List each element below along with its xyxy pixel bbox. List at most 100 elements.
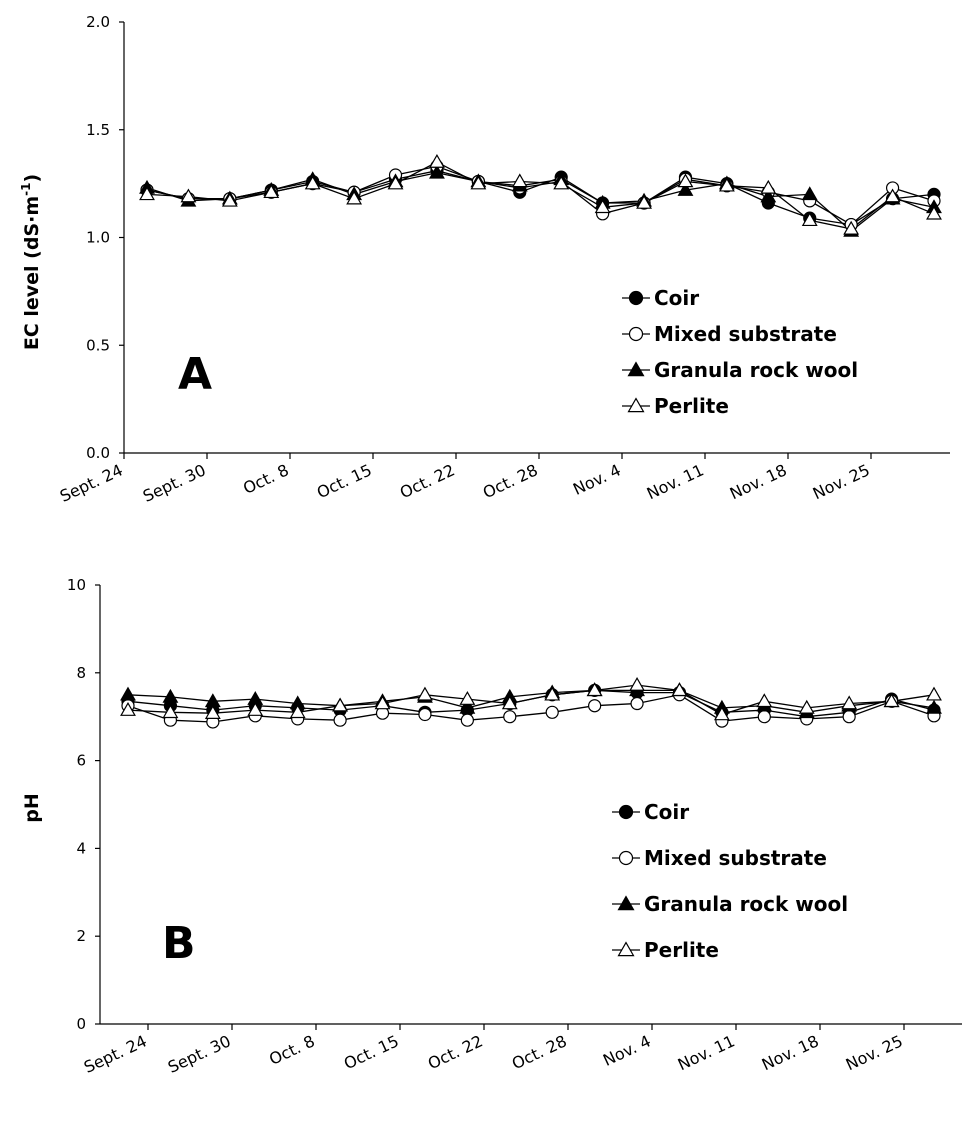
y-axis-label: pH xyxy=(21,793,43,823)
legend: Coir Mixed substrate Granula rock wool Perl… xyxy=(612,800,848,962)
x-tick-label: Oct. 15 xyxy=(314,460,375,502)
data-point xyxy=(677,173,694,188)
data-point xyxy=(180,188,197,203)
data-point xyxy=(798,699,815,714)
y-tick-label: 0.5 xyxy=(86,336,110,354)
data-point xyxy=(221,192,238,207)
x-tick-label: Nov. 4 xyxy=(600,1031,654,1069)
data-point xyxy=(926,205,942,220)
data-point xyxy=(247,702,264,716)
data-point xyxy=(120,686,136,701)
data-point xyxy=(511,173,528,188)
legend-label: Coir xyxy=(654,286,699,310)
x-tick-label: Nov. 25 xyxy=(810,460,873,503)
data-point xyxy=(501,695,518,710)
data-point xyxy=(418,707,432,722)
y-tick-label: 1.0 xyxy=(86,229,110,247)
y-tick-label: 4 xyxy=(76,839,86,857)
y-tick-label: 2.0 xyxy=(86,13,110,31)
y-tick-label: 2 xyxy=(76,927,86,945)
y-tick-label: 10 xyxy=(67,576,86,594)
data-point xyxy=(346,190,363,205)
legend-label: Mixed substrate xyxy=(644,846,827,870)
data-point xyxy=(417,686,433,701)
data-point xyxy=(926,699,942,714)
x-tick-label: Oct. 22 xyxy=(425,1031,486,1073)
data-point xyxy=(757,710,771,724)
data-point xyxy=(120,702,136,716)
data-point xyxy=(841,695,858,710)
data-point xyxy=(713,706,730,721)
x-tick-label: Sept. 24 xyxy=(57,460,126,506)
data-point xyxy=(544,686,561,701)
data-point xyxy=(289,704,306,719)
data-point xyxy=(843,220,860,235)
y-tick-label: 8 xyxy=(76,664,86,682)
data-point xyxy=(304,175,321,190)
x-tick-label: Nov. 18 xyxy=(759,1031,822,1074)
x-tick-label: Oct. 28 xyxy=(509,1031,570,1073)
data-point xyxy=(801,186,818,201)
y-tick-labels: 0.0 0.5 1.0 1.5 2.0 xyxy=(86,13,124,462)
series-line-granula-rock-wool xyxy=(127,689,935,713)
data-point xyxy=(671,682,688,697)
series-lines xyxy=(139,153,942,237)
y-tick-label: 0 xyxy=(76,1015,86,1033)
legend-label: Coir xyxy=(644,800,689,824)
legend-marker xyxy=(617,941,635,957)
data-point xyxy=(470,175,487,190)
data-point xyxy=(842,710,856,724)
series-points-perlite xyxy=(139,153,942,235)
y-tick-labels: 0 2 4 6 8 10 xyxy=(67,576,100,1033)
legend-label: Mixed substrate xyxy=(654,322,837,346)
data-point xyxy=(204,705,221,719)
series-line-perlite xyxy=(146,161,935,230)
data-point xyxy=(429,164,445,179)
data-point xyxy=(636,194,652,209)
x-tick-label: Oct. 15 xyxy=(341,1031,402,1073)
series-points-coir xyxy=(140,164,941,232)
x-tick-labels: Sept. 24 Sept. 30 Oct. 8 Oct. 15 Oct. 22 Oct.… xyxy=(57,453,873,506)
y-axis-label: EC level (dS·m-1) xyxy=(19,174,43,350)
data-point xyxy=(553,175,570,190)
series-points-granula-rock-wool xyxy=(139,164,942,237)
data-point xyxy=(630,696,644,711)
data-point xyxy=(503,710,517,724)
data-point xyxy=(588,699,602,713)
y-tick-label: 1.5 xyxy=(86,121,110,139)
series-points-perlite xyxy=(120,676,942,721)
data-point xyxy=(459,699,476,714)
data-point xyxy=(460,713,474,727)
legend-marker xyxy=(618,850,634,866)
x-tick-label: Oct. 8 xyxy=(266,1031,318,1069)
data-point xyxy=(760,188,777,203)
legend-marker xyxy=(627,361,645,377)
series-line-perlite xyxy=(127,684,935,716)
data-point xyxy=(263,184,280,199)
x-tick-label: Oct. 22 xyxy=(397,460,458,502)
x-tick-labels: Sept. 24 Sept. 30 Oct. 8 Oct. 15 Oct. 22 Oct.… xyxy=(81,1024,906,1077)
x-tick-label: Sept. 30 xyxy=(140,460,209,506)
data-point xyxy=(332,697,349,712)
legend-label: Perlite xyxy=(654,394,729,418)
data-point xyxy=(883,693,900,708)
data-point xyxy=(162,704,179,719)
x-tick-label: Nov. 11 xyxy=(644,460,707,503)
data-point xyxy=(586,682,603,697)
legend-marker xyxy=(618,804,634,820)
data-point xyxy=(374,695,391,710)
legend-marker xyxy=(628,326,644,342)
legend-label: Granula rock wool xyxy=(654,358,858,382)
panel-a-ec-chart: 0.0 0.5 1.0 1.5 2.0 Sept. 24 Sept. 30 Oct. 8 Oc… xyxy=(19,13,950,506)
data-point xyxy=(629,676,645,691)
data-point xyxy=(884,188,901,203)
data-point xyxy=(387,175,404,190)
series-points-granula-rock-wool xyxy=(120,682,942,719)
data-point xyxy=(545,705,559,719)
legend-marker xyxy=(627,397,645,413)
data-point xyxy=(801,212,818,227)
y-tick-label: 6 xyxy=(76,752,86,770)
legend-marker xyxy=(628,290,644,306)
data-point xyxy=(926,686,942,701)
